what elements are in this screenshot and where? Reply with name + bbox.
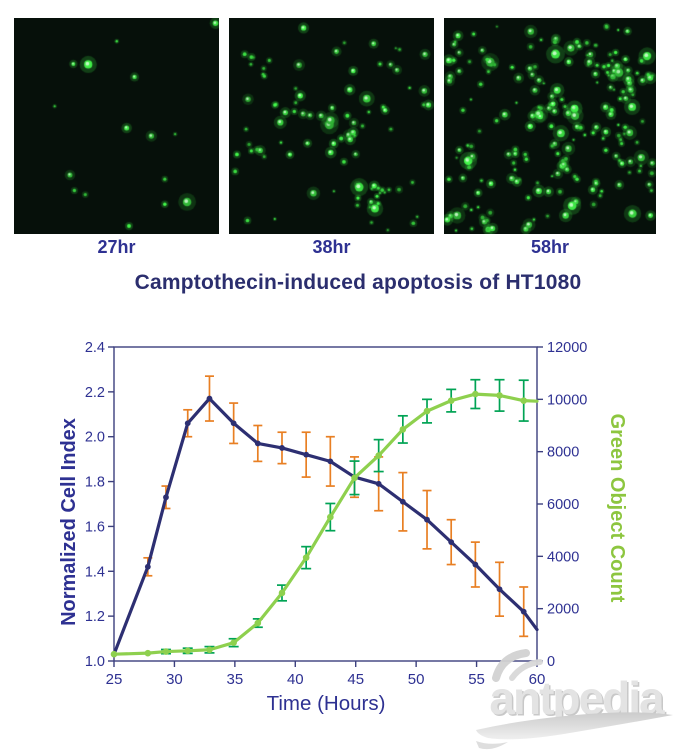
svg-text:0: 0 bbox=[547, 654, 555, 670]
svg-text:10000: 10000 bbox=[547, 392, 587, 408]
svg-text:2.0: 2.0 bbox=[85, 430, 105, 446]
image-timepoint-label-27hr: 27hr bbox=[97, 237, 136, 257]
image-timepoint-label-58hr: 58hr bbox=[530, 237, 570, 257]
svg-text:2.4: 2.4 bbox=[85, 340, 105, 356]
svg-text:1.0: 1.0 bbox=[85, 654, 105, 670]
x-axis-ticks: 25 30 35 40 45 50 55 60 bbox=[106, 661, 546, 688]
object-count-series bbox=[110, 378, 539, 658]
svg-text:1.4: 1.4 bbox=[85, 564, 105, 580]
svg-text:55: 55 bbox=[468, 671, 485, 688]
svg-text:1.2: 1.2 bbox=[85, 609, 105, 625]
svg-text:1.8: 1.8 bbox=[85, 475, 105, 491]
figure-caption: Camptothecin-induced apoptosis of HT1080 bbox=[134, 271, 582, 294]
fluorescence-image-27hr bbox=[14, 18, 219, 234]
fluorescence-image-58hr bbox=[444, 18, 656, 234]
svg-text:8000: 8000 bbox=[547, 445, 579, 461]
x-axis-label: Time (Hours) bbox=[267, 692, 386, 715]
fluorescence-canvas-27hr bbox=[14, 18, 219, 234]
dual-axis-line-chart: 1.0 1.2 1.4 1.6 1.8 2.0 2.2 2.4 0 2000 4000 6000 800… bbox=[58, 340, 628, 715]
svg-text:2000: 2000 bbox=[547, 602, 579, 618]
fluorescence-canvas-38hr bbox=[229, 18, 434, 234]
cell-index-series bbox=[111, 375, 539, 658]
right-axis-label: Green Object Count bbox=[606, 414, 628, 603]
image-timepoint-label-38hr: 38hr bbox=[312, 237, 351, 257]
svg-text:50: 50 bbox=[408, 671, 425, 688]
svg-text:1.6: 1.6 bbox=[85, 519, 105, 535]
svg-text:45: 45 bbox=[347, 671, 364, 688]
svg-text:35: 35 bbox=[227, 671, 244, 688]
svg-text:30: 30 bbox=[166, 671, 183, 688]
svg-text:40: 40 bbox=[287, 671, 304, 688]
right-axis-ticks: 0 2000 4000 6000 8000 10000 12000 bbox=[537, 340, 587, 670]
left-axis-label: Normalized Cell Index bbox=[58, 418, 80, 626]
fluorescence-canvas-58hr bbox=[444, 18, 656, 234]
svg-text:12000: 12000 bbox=[547, 340, 587, 356]
svg-text:4000: 4000 bbox=[547, 549, 579, 565]
svg-text:25: 25 bbox=[106, 671, 123, 688]
svg-text:6000: 6000 bbox=[547, 497, 579, 513]
svg-text:2.2: 2.2 bbox=[85, 385, 105, 401]
left-axis-ticks: 1.0 1.2 1.4 1.6 1.8 2.0 2.2 2.4 bbox=[85, 340, 114, 670]
fluorescence-image-38hr bbox=[229, 18, 434, 234]
svg-text:60: 60 bbox=[529, 671, 546, 688]
